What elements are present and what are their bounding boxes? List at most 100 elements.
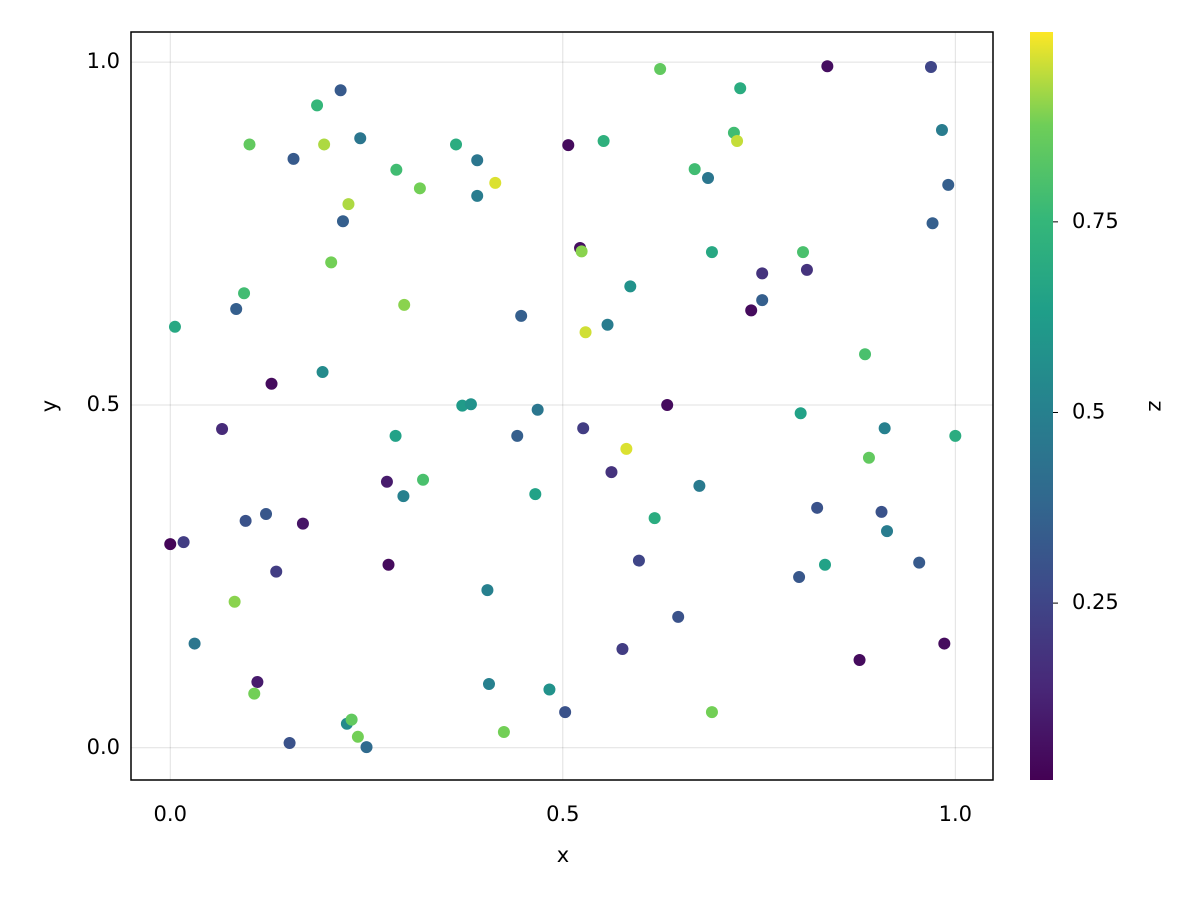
point (601, 318, 614, 331)
point (260, 507, 273, 520)
point (878, 422, 891, 435)
point (688, 163, 701, 176)
point (413, 182, 426, 195)
point (243, 138, 256, 151)
point (316, 366, 329, 379)
point (913, 556, 926, 569)
point (177, 536, 190, 549)
point (705, 246, 718, 259)
point (471, 154, 484, 167)
point (471, 189, 484, 202)
point (248, 687, 261, 700)
point (325, 256, 338, 269)
point (390, 163, 403, 176)
point (924, 60, 937, 73)
y-tick-label: 1.0 (87, 49, 120, 73)
points-layer (164, 60, 962, 754)
point (397, 490, 410, 503)
point (797, 246, 810, 259)
point (270, 565, 283, 578)
colorbar (1030, 32, 1053, 780)
point (251, 675, 264, 688)
point (239, 514, 252, 527)
colorbar-tick-label: 0.25 (1072, 590, 1119, 614)
point (531, 403, 544, 416)
colorbar-tick-label: 0.5 (1072, 399, 1105, 423)
point (620, 442, 633, 455)
y-tick-label: 0.0 (87, 735, 120, 759)
point (287, 152, 300, 165)
point (360, 741, 373, 754)
point (575, 245, 588, 258)
point (862, 451, 875, 464)
point (482, 678, 495, 691)
point (382, 558, 395, 571)
point (926, 217, 939, 230)
point (311, 99, 324, 112)
point (336, 215, 349, 228)
point (881, 525, 894, 538)
colorbar-tick-label: 0.75 (1072, 209, 1119, 233)
point (672, 610, 685, 623)
point (818, 558, 831, 571)
point (942, 178, 955, 191)
point (853, 654, 866, 667)
point (511, 429, 524, 442)
point (389, 429, 402, 442)
point (515, 309, 528, 322)
point (543, 683, 556, 696)
point (464, 398, 477, 411)
x-axis-label: x (557, 843, 569, 867)
x-tick-label: 0.5 (546, 802, 579, 826)
point (648, 512, 661, 525)
point (283, 736, 296, 749)
point (238, 287, 251, 300)
point (800, 263, 813, 276)
point (949, 429, 962, 442)
point (296, 517, 309, 530)
plot-frame (130, 31, 994, 781)
point (624, 280, 637, 293)
point (577, 422, 590, 435)
point (351, 730, 364, 743)
point (562, 139, 575, 152)
point (811, 501, 824, 514)
point (756, 267, 769, 280)
point (597, 135, 610, 148)
point (794, 407, 807, 420)
point (632, 554, 645, 567)
grid-layer (131, 32, 993, 780)
point (661, 398, 674, 411)
point (605, 466, 618, 479)
point (481, 584, 494, 597)
point (450, 138, 463, 151)
point (216, 422, 229, 435)
point (489, 176, 502, 189)
point (793, 571, 806, 584)
point (265, 377, 278, 390)
point (938, 637, 951, 650)
point (318, 138, 331, 151)
point (164, 538, 177, 551)
point (935, 124, 948, 137)
point (398, 298, 411, 311)
point (529, 488, 542, 501)
point (731, 135, 744, 148)
point (342, 198, 355, 211)
point (354, 132, 367, 145)
point (497, 726, 510, 739)
colorbar-label: z (1144, 400, 1168, 411)
point (380, 475, 393, 488)
point (875, 505, 888, 518)
point (168, 320, 181, 333)
point (693, 479, 706, 492)
point (756, 294, 769, 307)
x-tick-label: 0.0 (154, 802, 187, 826)
point (654, 63, 667, 76)
point (334, 84, 347, 97)
point (417, 473, 430, 486)
point (702, 172, 715, 185)
y-axis-label: y (37, 400, 61, 412)
point (734, 82, 747, 95)
